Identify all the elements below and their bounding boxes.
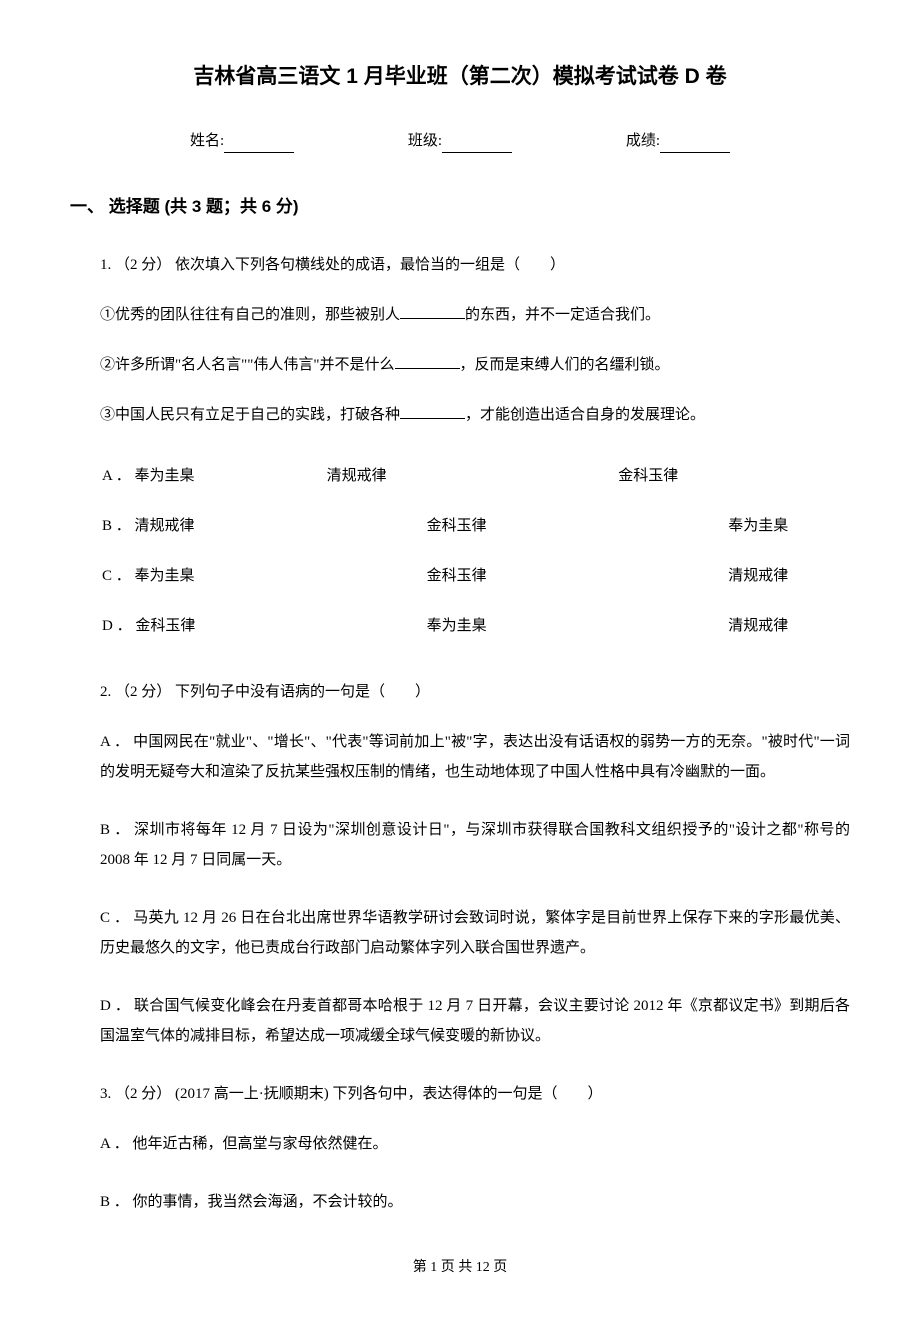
q1-opt-a-c3: 金科玉律 [588, 452, 848, 500]
q1-s1-pre: ①优秀的团队往往有自己的准则，那些被别人 [100, 307, 400, 323]
q1-stem: 1. （2 分） 依次填入下列各句横线处的成语，最恰当的一组是（ ） [100, 250, 850, 280]
page-footer: 第 1 页 共 12 页 [70, 1257, 850, 1279]
q1-option-b-row: B ． 清规戒律 金科玉律 奉为圭臬 [102, 502, 848, 550]
q1-option-d-row: D ． 金科玉律 奉为圭臬 清规戒律 [102, 602, 848, 650]
q1-opt-b-c2: 金科玉律 [327, 502, 587, 550]
q1-sentence-3: ③中国人民只有立足于自己的实践，打破各种 ，才能创造出适合自身的发展理论。 [100, 400, 850, 430]
class-blank [442, 137, 512, 153]
q1-opt-d-label: D ． 金科玉律 [102, 602, 325, 650]
q1-opt-a-c2: 清规戒律 [327, 452, 587, 500]
q1-blank-2 [395, 355, 460, 369]
q2-option-b: B ． 深圳市将每年 12 月 7 日设为"深圳创意设计日"，与深圳市获得联合国… [100, 815, 850, 875]
exam-title: 吉林省高三语文 1 月毕业班（第二次）模拟考试试卷 D 卷 [70, 60, 850, 94]
student-info-row: 姓名: 班级: 成绩: [70, 129, 850, 153]
q1-sentence-1: ①优秀的团队往往有自己的准则，那些被别人 的东西，并不一定适合我们。 [100, 300, 850, 330]
question-3: 3. （2 分） (2017 高一上·抚顺期末) 下列各句中，表达得体的一句是（… [70, 1079, 850, 1217]
question-1: 1. （2 分） 依次填入下列各句横线处的成语，最恰当的一组是（ ） ①优秀的团… [70, 250, 850, 652]
q1-blank-3 [400, 405, 465, 419]
section-1-header: 一、 选择题 (共 3 题；共 6 分) [70, 193, 850, 220]
q1-opt-d-c2: 奉为圭臬 [327, 602, 587, 650]
q1-opt-a-label: A ． 奉为圭臬 [102, 452, 325, 500]
q1-opt-c-c3: 清规戒律 [588, 552, 848, 600]
q3-option-b: B ． 你的事情，我当然会海涵，不会计较的。 [100, 1187, 850, 1217]
q1-options-table: A ． 奉为圭臬 清规戒律 金科玉律 B ． 清规戒律 金科玉律 奉为圭臬 C … [100, 450, 850, 652]
q2-option-c: C ． 马英九 12 月 26 日在台北出席世界华语教学研讨会致词时说，繁体字是… [100, 903, 850, 963]
q1-s2-pre: ②许多所谓"名人名言""伟人伟言"并不是什么 [100, 357, 395, 373]
question-2: 2. （2 分） 下列句子中没有语病的一句是（ ） A ． 中国网民在"就业"、… [70, 677, 850, 1051]
q1-s1-post: 的东西，并不一定适合我们。 [465, 307, 660, 323]
q1-option-a-row: A ． 奉为圭臬 清规戒律 金科玉律 [102, 452, 848, 500]
name-label: 姓名: [190, 129, 224, 153]
q2-option-a: A ． 中国网民在"就业"、"增长"、"代表"等词前加上"被"字，表达出没有话语… [100, 727, 850, 787]
q3-stem: 3. （2 分） (2017 高一上·抚顺期末) 下列各句中，表达得体的一句是（… [100, 1079, 850, 1109]
q1-s3-pre: ③中国人民只有立足于自己的实践，打破各种 [100, 407, 400, 423]
q2-option-d: D ． 联合国气候变化峰会在丹麦首都哥本哈根于 12 月 7 日开幕，会议主要讨… [100, 991, 850, 1051]
class-label: 班级: [408, 129, 442, 153]
q2-stem: 2. （2 分） 下列句子中没有语病的一句是（ ） [100, 677, 850, 707]
q1-sentence-2: ②许多所谓"名人名言""伟人伟言"并不是什么 ，反而是束缚人们的名缰利锁。 [100, 350, 850, 380]
name-blank [224, 137, 294, 153]
score-label: 成绩: [626, 129, 660, 153]
q1-s3-post: ，才能创造出适合自身的发展理论。 [465, 407, 705, 423]
q1-option-c-row: C ． 奉为圭臬 金科玉律 清规戒律 [102, 552, 848, 600]
q1-opt-b-c3: 奉为圭臬 [588, 502, 848, 550]
q1-opt-c-c2: 金科玉律 [327, 552, 587, 600]
q1-opt-b-label: B ． 清规戒律 [102, 502, 325, 550]
q1-opt-d-c3: 清规戒律 [588, 602, 848, 650]
q1-s2-post: ，反而是束缚人们的名缰利锁。 [460, 357, 670, 373]
q1-blank-1 [400, 305, 465, 319]
q1-opt-c-label: C ． 奉为圭臬 [102, 552, 325, 600]
score-blank [660, 137, 730, 153]
q3-option-a: A ． 他年近古稀，但高堂与家母依然健在。 [100, 1129, 850, 1159]
